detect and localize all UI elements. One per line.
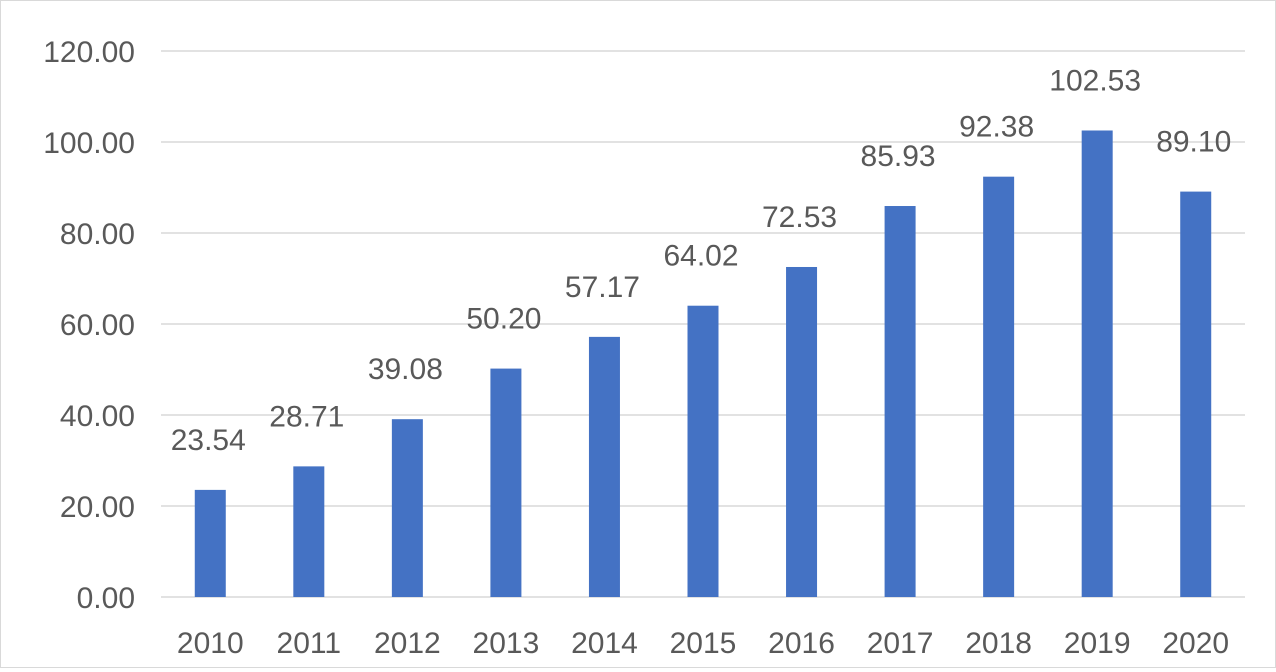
data-labels: 23.54 28.71 39.08 50.20 57.17 64.02 72.53 85.93… [171,64,1232,456]
y-tick-label: 20.00 [60,491,135,524]
bar [588,336,620,597]
x-tick-label: 2014 [571,627,638,660]
x-tick-label: 2019 [1064,627,1131,660]
data-label: 39.08 [368,353,443,386]
y-tick-label: 40.00 [60,400,135,433]
y-tick-label: 60.00 [60,309,135,342]
data-label: 64.02 [663,240,738,273]
y-tick-label: 0.00 [77,582,135,615]
bar [786,266,818,597]
bars [194,130,1212,597]
data-label: 57.17 [565,271,640,304]
data-label: 89.10 [1156,126,1231,159]
x-tick-label: 2011 [277,627,342,660]
data-label: 102.53 [1049,64,1141,97]
bar [194,489,226,597]
y-tick-label: 120.00 [43,36,135,69]
x-tick-label: 2018 [965,627,1032,660]
x-tick-label: 2012 [374,627,441,660]
x-tick-label: 2013 [473,627,540,660]
bar [687,305,719,597]
data-label: 92.38 [959,111,1034,144]
x-tick-label: 2020 [1162,627,1229,660]
data-label: 50.20 [466,303,541,336]
x-tick-label: 2015 [670,627,737,660]
data-label: 72.53 [762,201,837,234]
x-tick-label: 2016 [768,627,835,660]
bar [391,419,423,597]
x-axis-tick-labels: 2010 2011 2012 2013 2014 2015 2016 2017 2018 2019… [177,627,1229,660]
y-tick-label: 100.00 [43,127,135,160]
x-tick-label: 2010 [177,627,244,660]
bar [293,466,325,597]
data-label: 23.54 [171,424,246,457]
bar [884,206,916,597]
x-tick-label: 2017 [867,627,934,660]
bar [983,176,1015,597]
data-label: 85.93 [861,140,936,173]
y-axis-tick-labels: 0.00 20.00 40.00 60.00 80.00 100.00 120.00 [43,36,135,615]
data-label: 28.71 [269,400,344,433]
y-tick-label: 80.00 [60,218,135,251]
bar [1180,191,1212,597]
bar [1081,130,1113,597]
bar [490,368,522,597]
